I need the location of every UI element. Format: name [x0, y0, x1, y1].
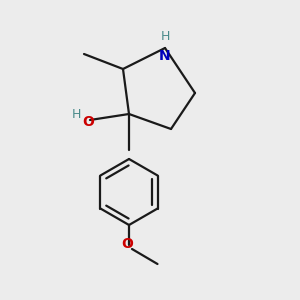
- Text: O: O: [82, 115, 94, 128]
- Text: N: N: [159, 50, 171, 63]
- Text: H: H: [72, 108, 81, 121]
- Text: H: H: [160, 29, 170, 43]
- Text: O: O: [122, 238, 134, 251]
